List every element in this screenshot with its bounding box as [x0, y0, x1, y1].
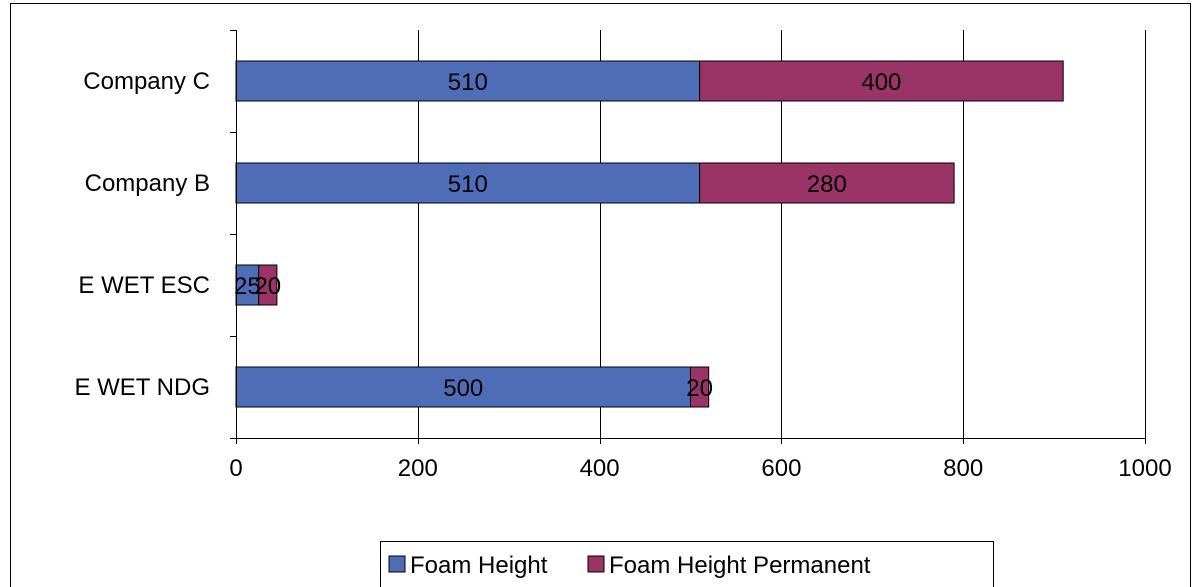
bar-foam-height-e-wet-ndg [235, 366, 691, 408]
category-label-e-wet-esc: E WET ESC [78, 272, 210, 299]
bar-foam-height-permanent-company-c [699, 60, 1064, 102]
category-label-e-wet-ndg: E WET NDG [74, 374, 210, 401]
data-label-foam-height-e-wet-ndg: 500 [443, 375, 483, 402]
legend-label-foam-height: Foam Height [410, 552, 548, 579]
x-tick-label-400: 400 [580, 455, 620, 482]
x-tick-label-600: 600 [761, 455, 801, 482]
legend-label-foam-height-permanent: Foam Height Permanent [609, 552, 871, 579]
bars [235, 60, 1064, 408]
bar-foam-height-permanent-company-b [699, 162, 955, 204]
legend-swatch-foam-height [388, 555, 406, 573]
data-label-foam-height-permanent-company-b: 280 [807, 171, 847, 198]
bar-foam-height-company-c [235, 60, 701, 102]
chart-border [10, 3, 1191, 587]
x-tick-label-0: 0 [229, 455, 242, 482]
x-tick-label-200: 200 [398, 455, 438, 482]
data-label-foam-height-permanent-company-c: 400 [861, 69, 901, 96]
legend-swatch-foam-height-permanent [587, 555, 605, 573]
data-label-foam-height-e-wet-esc: 25 [234, 273, 261, 300]
bar-foam-height-permanent-e-wet-esc [258, 264, 278, 306]
data-label-foam-height-company-b: 510 [448, 171, 488, 198]
data-label-foam-height-company-c: 510 [448, 69, 488, 96]
axes: 0 200 400 600 800 1000 E WET NDG E WET ESC Compa… [74, 30, 1172, 482]
data-label-foam-height-permanent-e-wet-ndg: 20 [686, 375, 713, 402]
bar-foam-height-permanent-e-wet-ndg [690, 366, 710, 408]
x-tick-label-800: 800 [943, 455, 983, 482]
category-label-company-c: Company C [83, 68, 210, 95]
legend: Foam Height Foam Height Permanent [380, 541, 994, 587]
category-label-company-b: Company B [85, 170, 210, 197]
legend-box [380, 541, 994, 587]
x-tick-label-1000: 1000 [1118, 455, 1171, 482]
data-label-foam-height-permanent-e-wet-esc: 20 [254, 273, 281, 300]
